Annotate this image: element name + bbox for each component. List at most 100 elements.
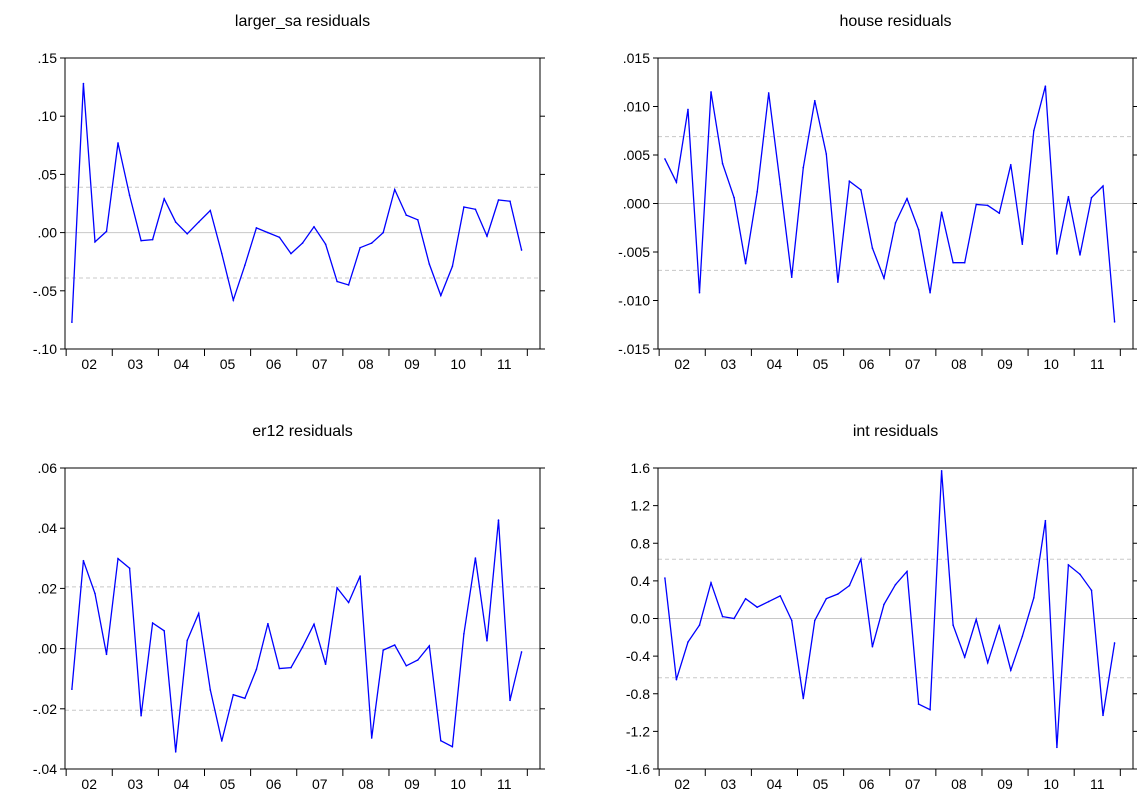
x-tick-label: 11 xyxy=(1090,776,1105,792)
data-point xyxy=(474,557,477,559)
data-point xyxy=(744,597,747,600)
data-point xyxy=(82,559,85,562)
data-point xyxy=(940,211,943,214)
data-point xyxy=(347,601,350,604)
data-point xyxy=(664,158,666,160)
x-tick-label: 10 xyxy=(450,776,466,792)
data-point xyxy=(744,262,747,265)
residual-series-line xyxy=(664,470,1116,748)
x-tick-label: 08 xyxy=(358,356,374,372)
data-point xyxy=(405,214,408,216)
data-point xyxy=(382,649,385,651)
data-point xyxy=(963,656,966,658)
y-tick-label: -.05 xyxy=(33,283,57,299)
data-point xyxy=(393,188,396,191)
data-point xyxy=(986,204,989,207)
chart-panel-3: er12 residuals .06 .04 .02 .00 -.02 -.04 02 03 04… xyxy=(33,423,545,792)
data-point xyxy=(278,667,281,670)
data-point xyxy=(698,624,701,626)
data-point xyxy=(382,231,385,234)
chart-panel-1: larger_sa residuals .15 .10 .05 .00 -.05 -.10 0… xyxy=(33,13,545,372)
data-point xyxy=(998,212,1001,214)
residual-series-line xyxy=(664,85,1116,322)
data-point xyxy=(813,619,816,622)
data-point xyxy=(117,557,119,560)
data-point xyxy=(952,624,954,626)
data-point xyxy=(140,239,142,242)
x-tick-label: 09 xyxy=(404,356,420,372)
y-tick-label: -.005 xyxy=(618,244,650,260)
data-point xyxy=(825,597,828,600)
data-point xyxy=(336,586,338,589)
x-tick-label: 02 xyxy=(674,776,690,792)
x-tick-label: 10 xyxy=(1043,356,1059,372)
plot-frame xyxy=(64,467,541,770)
x-tick-label: 08 xyxy=(358,776,374,792)
y-tick-label: .05 xyxy=(38,166,58,182)
data-point xyxy=(1113,321,1116,323)
data-point xyxy=(1044,85,1047,87)
data-point xyxy=(405,664,408,667)
data-point xyxy=(860,558,862,561)
x-tick-label: 06 xyxy=(266,356,282,372)
y-tick-label: .015 xyxy=(623,50,650,66)
data-point xyxy=(128,194,131,197)
data-point xyxy=(186,639,189,642)
data-point xyxy=(802,697,805,700)
y-tick-label: .04 xyxy=(38,520,58,536)
data-point xyxy=(767,600,770,603)
data-point xyxy=(883,603,885,606)
data-point xyxy=(209,689,212,691)
data-point xyxy=(1079,573,1081,576)
data-point xyxy=(860,189,862,191)
x-tick-label: 09 xyxy=(404,776,420,792)
data-point xyxy=(837,281,839,283)
data-point xyxy=(440,294,442,297)
data-point xyxy=(463,633,465,635)
y-tick-label: -.02 xyxy=(33,701,57,717)
y-tick-label: 1.6 xyxy=(631,460,651,476)
data-point xyxy=(675,678,678,681)
data-point xyxy=(416,659,419,661)
x-tick-label: 09 xyxy=(997,356,1013,372)
y-tick-label: .00 xyxy=(38,225,58,241)
x-tick-label: 11 xyxy=(497,776,512,792)
data-point xyxy=(486,639,488,642)
data-point xyxy=(1009,669,1012,672)
y-tick-label: .10 xyxy=(38,108,58,124)
x-tick-label: 05 xyxy=(220,776,236,792)
data-point xyxy=(301,242,304,244)
data-point xyxy=(917,703,920,705)
data-point xyxy=(1067,564,1070,566)
x-tick-label: 09 xyxy=(997,776,1013,792)
data-point xyxy=(117,142,119,144)
data-point xyxy=(986,661,989,664)
x-tick-label: 04 xyxy=(174,356,190,372)
data-point xyxy=(825,153,828,155)
x-tick-label: 07 xyxy=(312,356,328,372)
data-point xyxy=(497,519,500,521)
data-point xyxy=(278,236,281,239)
y-tick-label: -1.2 xyxy=(626,723,650,739)
data-point xyxy=(94,241,96,243)
y-tick-label: .06 xyxy=(38,460,58,476)
data-point xyxy=(779,183,782,185)
data-point xyxy=(883,277,885,279)
x-tick-label: 03 xyxy=(128,356,144,372)
data-point xyxy=(416,218,419,221)
data-point xyxy=(894,222,897,224)
x-tick-label: 11 xyxy=(497,356,512,372)
x-tick-label: 05 xyxy=(220,356,236,372)
data-point xyxy=(998,625,1001,627)
chart-title: house residuals xyxy=(839,13,951,30)
x-tick-label: 03 xyxy=(721,776,737,792)
x-tick-label: 05 xyxy=(813,356,829,372)
data-point xyxy=(710,581,712,584)
chart-title: int residuals xyxy=(853,423,938,440)
data-point xyxy=(163,198,165,200)
data-point xyxy=(163,630,165,632)
x-tick-label: 04 xyxy=(767,776,783,792)
data-point xyxy=(220,252,223,255)
y-tick-label: -0.8 xyxy=(626,686,650,702)
data-point xyxy=(301,646,304,648)
